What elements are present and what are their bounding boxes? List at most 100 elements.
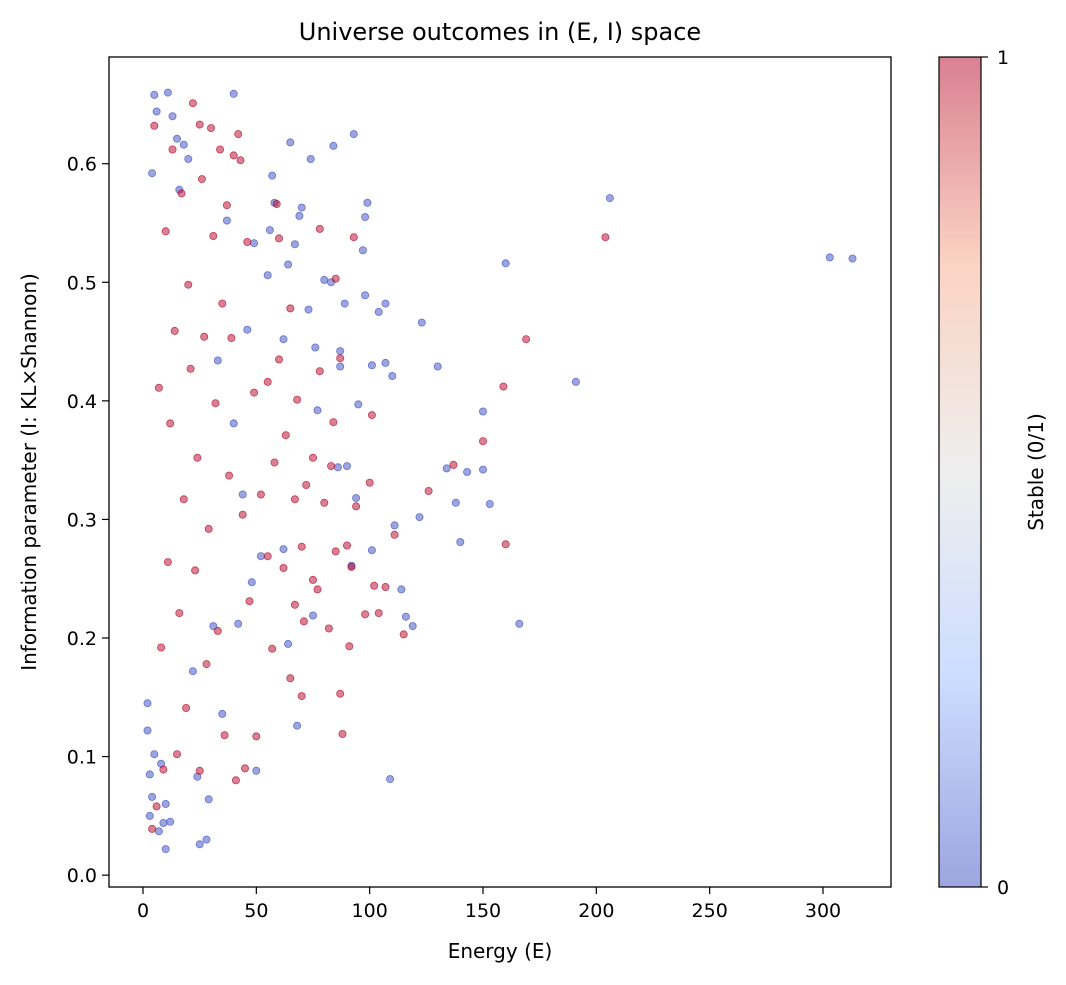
data-point [263,552,272,561]
x-axis-label: Energy (E) [448,939,553,963]
data-point [211,399,220,408]
data-point [478,437,487,446]
y-tick-label: 0.2 [67,628,97,650]
data-point [252,766,261,775]
x-tick-label: 300 [805,900,841,922]
data-point [175,609,184,618]
data-point [304,305,313,314]
data-point [209,231,218,240]
data-point [268,171,277,180]
data-point [243,325,252,334]
y-tick-label: 0.5 [67,272,97,294]
data-point [286,674,295,683]
data-point [349,233,358,242]
data-point [324,624,333,633]
plot-frame [108,56,892,888]
colorbar [938,56,982,888]
data-point [286,304,295,313]
data-point [143,726,152,735]
data-point [274,234,283,243]
data-point [195,120,204,129]
chart-title: Universe outcomes in (E, I) space [299,18,701,46]
data-point [848,254,857,263]
data-point [281,431,290,440]
data-point [424,486,433,495]
colorbar-tick-label: 0 [997,877,1009,899]
data-point [571,377,580,386]
data-point [197,175,206,184]
data-point [161,227,170,236]
data-point [252,732,261,741]
data-point [297,542,306,551]
data-point [320,498,329,507]
data-point [501,540,510,549]
data-point [182,704,191,713]
data-point [236,156,245,165]
data-point [152,802,161,811]
data-point [478,465,487,474]
data-point [166,817,175,826]
data-point [451,498,460,507]
data-point [336,354,345,363]
x-tick-label: 50 [244,900,268,922]
data-point [209,622,218,631]
data-point [222,216,231,225]
data-point [229,89,238,98]
data-point [238,510,247,519]
y-tick-label: 0.1 [67,747,97,769]
data-point [361,291,370,300]
data-point [290,600,299,609]
data-point [370,581,379,590]
data-point [172,134,181,143]
data-point [234,130,243,139]
data-point [313,406,322,415]
data-point [243,237,252,246]
data-point [361,610,370,619]
data-point [154,827,163,836]
data-point [154,383,163,392]
data-point [168,112,177,121]
data-point [365,478,374,487]
data-point [263,377,272,386]
data-point [367,546,376,555]
points-layer [143,88,857,854]
data-point [605,194,614,203]
y-tick-label: 0.6 [67,154,97,176]
data-point [456,538,465,547]
data-point [386,775,395,784]
data-point [163,88,172,97]
data-point [306,154,315,163]
data-point [256,552,265,561]
data-point [172,750,181,759]
data-point [184,280,193,289]
data-point [390,530,399,539]
data-point [342,541,351,550]
data-point [148,824,157,833]
data-point [485,499,494,508]
data-point [329,141,338,150]
data-point [308,575,317,584]
data-point [417,318,426,327]
data-point [188,99,197,108]
data-point [159,765,168,774]
x-tick-label: 250 [692,900,728,922]
data-point [179,495,188,504]
data-point [401,612,410,621]
data-point [397,585,406,594]
colorbar-label: Stable (0/1) [1024,413,1048,531]
data-point [274,355,283,364]
data-point [361,213,370,222]
data-point [336,347,345,356]
data-point [399,630,408,639]
data-point [363,198,372,207]
data-point [191,566,200,575]
data-point [308,611,317,620]
data-point [272,199,281,208]
data-point [200,332,209,341]
data-point [284,639,293,648]
data-point [367,361,376,370]
data-point [463,467,472,476]
data-point [195,840,204,849]
data-point [229,151,238,160]
